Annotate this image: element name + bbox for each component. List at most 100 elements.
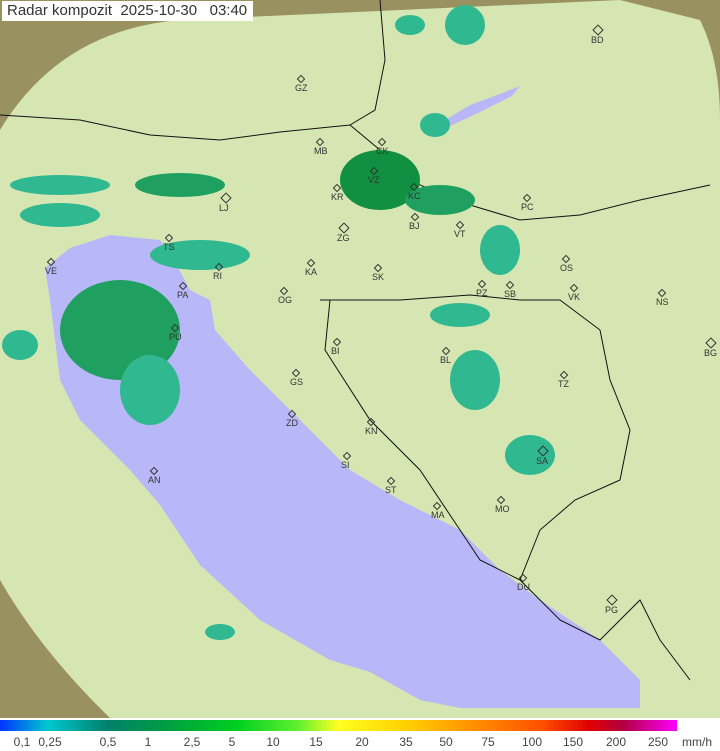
city-marker-icon: [505, 280, 515, 290]
city-bi: BI: [331, 337, 342, 356]
city-label: GS: [290, 377, 304, 387]
city-marker-icon: [178, 281, 188, 291]
radar-map: [0, 0, 720, 718]
city-st: ST: [385, 476, 397, 495]
city-marker-icon: [369, 166, 379, 176]
city-label: CK: [376, 146, 389, 156]
legend-tick: 0,5: [99, 735, 117, 749]
city-marker-icon: [409, 182, 419, 192]
city-label: PG: [605, 605, 619, 615]
legend-tick: 150: [562, 735, 584, 749]
city-label: KA: [305, 267, 318, 277]
city-tz: TZ: [558, 370, 569, 389]
city-gz: GZ: [295, 74, 308, 93]
legend-tick: 250: [647, 735, 669, 749]
city-marker-icon: [220, 192, 232, 204]
legend-tick: 15: [309, 735, 323, 749]
city-label: GZ: [295, 83, 308, 93]
city-label: TS: [163, 242, 175, 252]
city-du: DU: [517, 573, 530, 592]
city-marker-icon: [432, 501, 442, 511]
city-an: AN: [148, 466, 161, 485]
city-marker-icon: [332, 183, 342, 193]
city-label: ZG: [337, 233, 350, 243]
city-label: VK: [568, 292, 581, 302]
city-label: KC: [408, 191, 421, 201]
city-marker-icon: [306, 258, 316, 268]
adriatic-sea: [45, 235, 640, 708]
city-vz: VZ: [368, 166, 380, 185]
city-marker-icon: [214, 262, 224, 272]
city-label: PC: [521, 202, 534, 212]
city-pc: PC: [521, 193, 534, 212]
city-marker-icon: [377, 137, 387, 147]
city-label: LJ: [219, 203, 229, 213]
city-marker-icon: [291, 368, 301, 378]
city-label: SK: [372, 272, 385, 282]
city-marker-icon: [496, 495, 506, 505]
city-marker-icon: [170, 323, 180, 333]
city-marker-icon: [149, 466, 159, 476]
city-sk: SK: [372, 263, 384, 282]
city-label: SB: [504, 289, 517, 299]
city-bg: BG: [704, 337, 717, 358]
city-marker-icon: [332, 337, 342, 347]
legend-tick: 100: [521, 735, 543, 749]
legend-tick: 2,5: [183, 735, 201, 749]
city-label: OS: [560, 263, 574, 273]
city-kr: KR: [331, 183, 344, 202]
city-marker-icon: [559, 370, 569, 380]
city-pz: PZ: [476, 279, 488, 298]
legend-color-bar: [0, 720, 677, 731]
city-label: BI: [331, 346, 340, 356]
legend-tick: 200: [605, 735, 627, 749]
city-marker-icon: [606, 594, 618, 606]
city-marker-icon: [522, 193, 532, 203]
city-label: KR: [331, 192, 344, 202]
city-vk: VK: [568, 283, 580, 302]
city-ri: RI: [213, 262, 224, 281]
legend-unit: mm/h: [682, 735, 712, 749]
city-label: BG: [704, 348, 718, 358]
city-marker-icon: [287, 409, 297, 419]
city-marker-icon: [373, 263, 383, 273]
city-label: RI: [213, 271, 222, 281]
city-zg: ZG: [337, 222, 350, 243]
legend-tick: 50: [439, 735, 453, 749]
city-label: ST: [385, 485, 397, 495]
city-label: OG: [278, 295, 293, 305]
legend-tick: 35: [399, 735, 413, 749]
legend-tick: 10: [266, 735, 280, 749]
city-label: VT: [454, 229, 466, 239]
city-label: DU: [517, 582, 530, 592]
city-kc: KC: [408, 182, 421, 201]
city-ma: MA: [431, 501, 445, 520]
legend-tick: 75: [481, 735, 495, 749]
radar-echoes: [2, 5, 555, 640]
city-marker-icon: [46, 257, 56, 267]
city-marker-icon: [477, 279, 487, 289]
city-bl: BL: [440, 346, 451, 365]
city-pa: PA: [177, 281, 188, 300]
city-marker-icon: [296, 74, 306, 84]
city-marker-icon: [455, 220, 465, 230]
city-marker-icon: [592, 24, 604, 36]
city-label: KN: [365, 426, 378, 436]
city-pg: PG: [605, 594, 618, 615]
city-zd: ZD: [286, 409, 298, 428]
city-marker-icon: [518, 573, 528, 583]
city-marker-icon: [386, 476, 396, 486]
city-ve: VE: [45, 257, 57, 276]
city-og: OG: [278, 286, 292, 305]
city-marker-icon: [164, 233, 174, 243]
city-bd: BD: [591, 24, 604, 45]
city-bj: BJ: [409, 212, 420, 231]
city-marker-icon: [441, 346, 451, 356]
city-label: AN: [148, 475, 161, 485]
city-ts: TS: [163, 233, 175, 252]
city-label: NS: [656, 297, 669, 307]
city-marker-icon: [537, 445, 549, 457]
city-os: OS: [560, 254, 573, 273]
city-label: MB: [314, 146, 328, 156]
